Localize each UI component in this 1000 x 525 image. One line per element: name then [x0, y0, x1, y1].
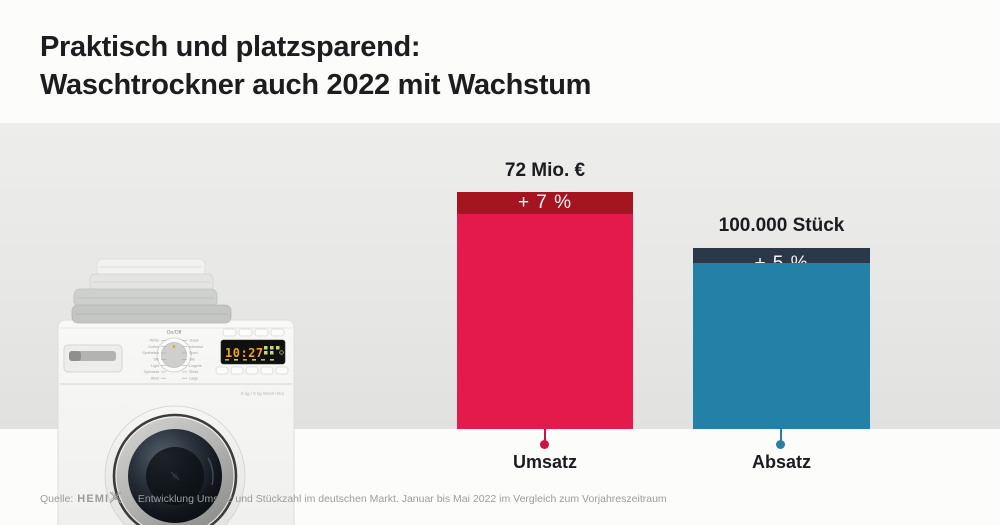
panel-buttons-top	[222, 328, 285, 337]
svg-text:Cotton: Cotton	[148, 345, 159, 349]
bar-dot-absatz	[776, 440, 785, 449]
bar-stem-absatz	[780, 429, 782, 441]
washing-machine-photo: On/Off White Cotton Synthetics Silk Ligh…	[57, 258, 295, 525]
svg-text:Sport: Sport	[189, 351, 198, 355]
svg-text:Lingerie: Lingerie	[189, 364, 202, 368]
bar-value-absatz: 100.000 Stück	[718, 215, 845, 236]
svg-text:Silk: Silk	[153, 358, 159, 362]
svg-text:Silk: Silk	[189, 358, 195, 362]
capacity-text: 8 kg / 5 kg Wash+Dry	[241, 391, 285, 396]
bar-stem-umsatz	[544, 429, 546, 441]
source-text: Entwicklung Umsatz und Stückzahl im deut…	[137, 493, 667, 505]
bar-dot-umsatz	[540, 440, 549, 449]
dial-onoff-label: On/Off	[167, 330, 182, 336]
svg-text:Shirts: Shirts	[189, 370, 198, 374]
page-title: Praktisch und platzsparend: Waschtrockne…	[40, 28, 591, 104]
program-labels-left: White Cotton Synthetics Silk Light Gymwe…	[142, 339, 166, 380]
hemix-x-logo-icon	[109, 491, 122, 507]
source-brand: HEMI	[77, 493, 110, 505]
source-line: Quelle: HEMI | Entwicklung Umsatz und St…	[40, 491, 667, 507]
svg-text:White: White	[150, 339, 159, 343]
bar-label-umsatz: Umsatz	[512, 452, 578, 472]
bar-label-absatz: Absatz	[751, 452, 811, 472]
program-labels-right: Jeans Intensive Sport Silk Lingerie Shir…	[182, 339, 203, 380]
svg-text:Large: Large	[189, 376, 198, 380]
towel-stack	[71, 258, 232, 324]
svg-text:Wool: Wool	[151, 376, 159, 380]
machine-door	[104, 405, 246, 525]
title-line-1: Praktisch und platzsparend:	[40, 31, 421, 63]
svg-text:Gymwear: Gymwear	[144, 370, 160, 374]
detergent-drawer	[63, 344, 123, 373]
machine-display: 10:27	[220, 339, 286, 365]
svg-text:Light: Light	[151, 364, 159, 368]
bar-value-umsatz: 72 Mio. €	[504, 160, 586, 181]
display-time: 10:27	[225, 346, 264, 360]
display-marks	[225, 359, 274, 361]
source-prefix: Quelle:	[40, 493, 74, 505]
source-separator: |	[129, 493, 132, 505]
svg-text:Synthetics: Synthetics	[142, 351, 159, 355]
svg-text:Intensive: Intensive	[189, 345, 203, 349]
bar-cap-umsatz	[457, 192, 633, 214]
bar-group-absatz: 100.000 Stück + 5 % Absatz	[693, 215, 870, 480]
display-icons	[264, 346, 284, 355]
bar-change-umsatz: + 7 %	[517, 192, 573, 213]
title-line-2: Waschtrockner auch 2022 mit Wachstum	[40, 69, 592, 101]
bar-group-umsatz: 72 Mio. € + 7 % Umsatz	[457, 160, 633, 480]
bar-cap-absatz	[693, 248, 870, 263]
panel-buttons-bottom	[215, 366, 289, 375]
svg-text:Jeans: Jeans	[189, 339, 199, 343]
bar-body-absatz	[693, 263, 870, 429]
bar-body-umsatz	[457, 214, 633, 429]
